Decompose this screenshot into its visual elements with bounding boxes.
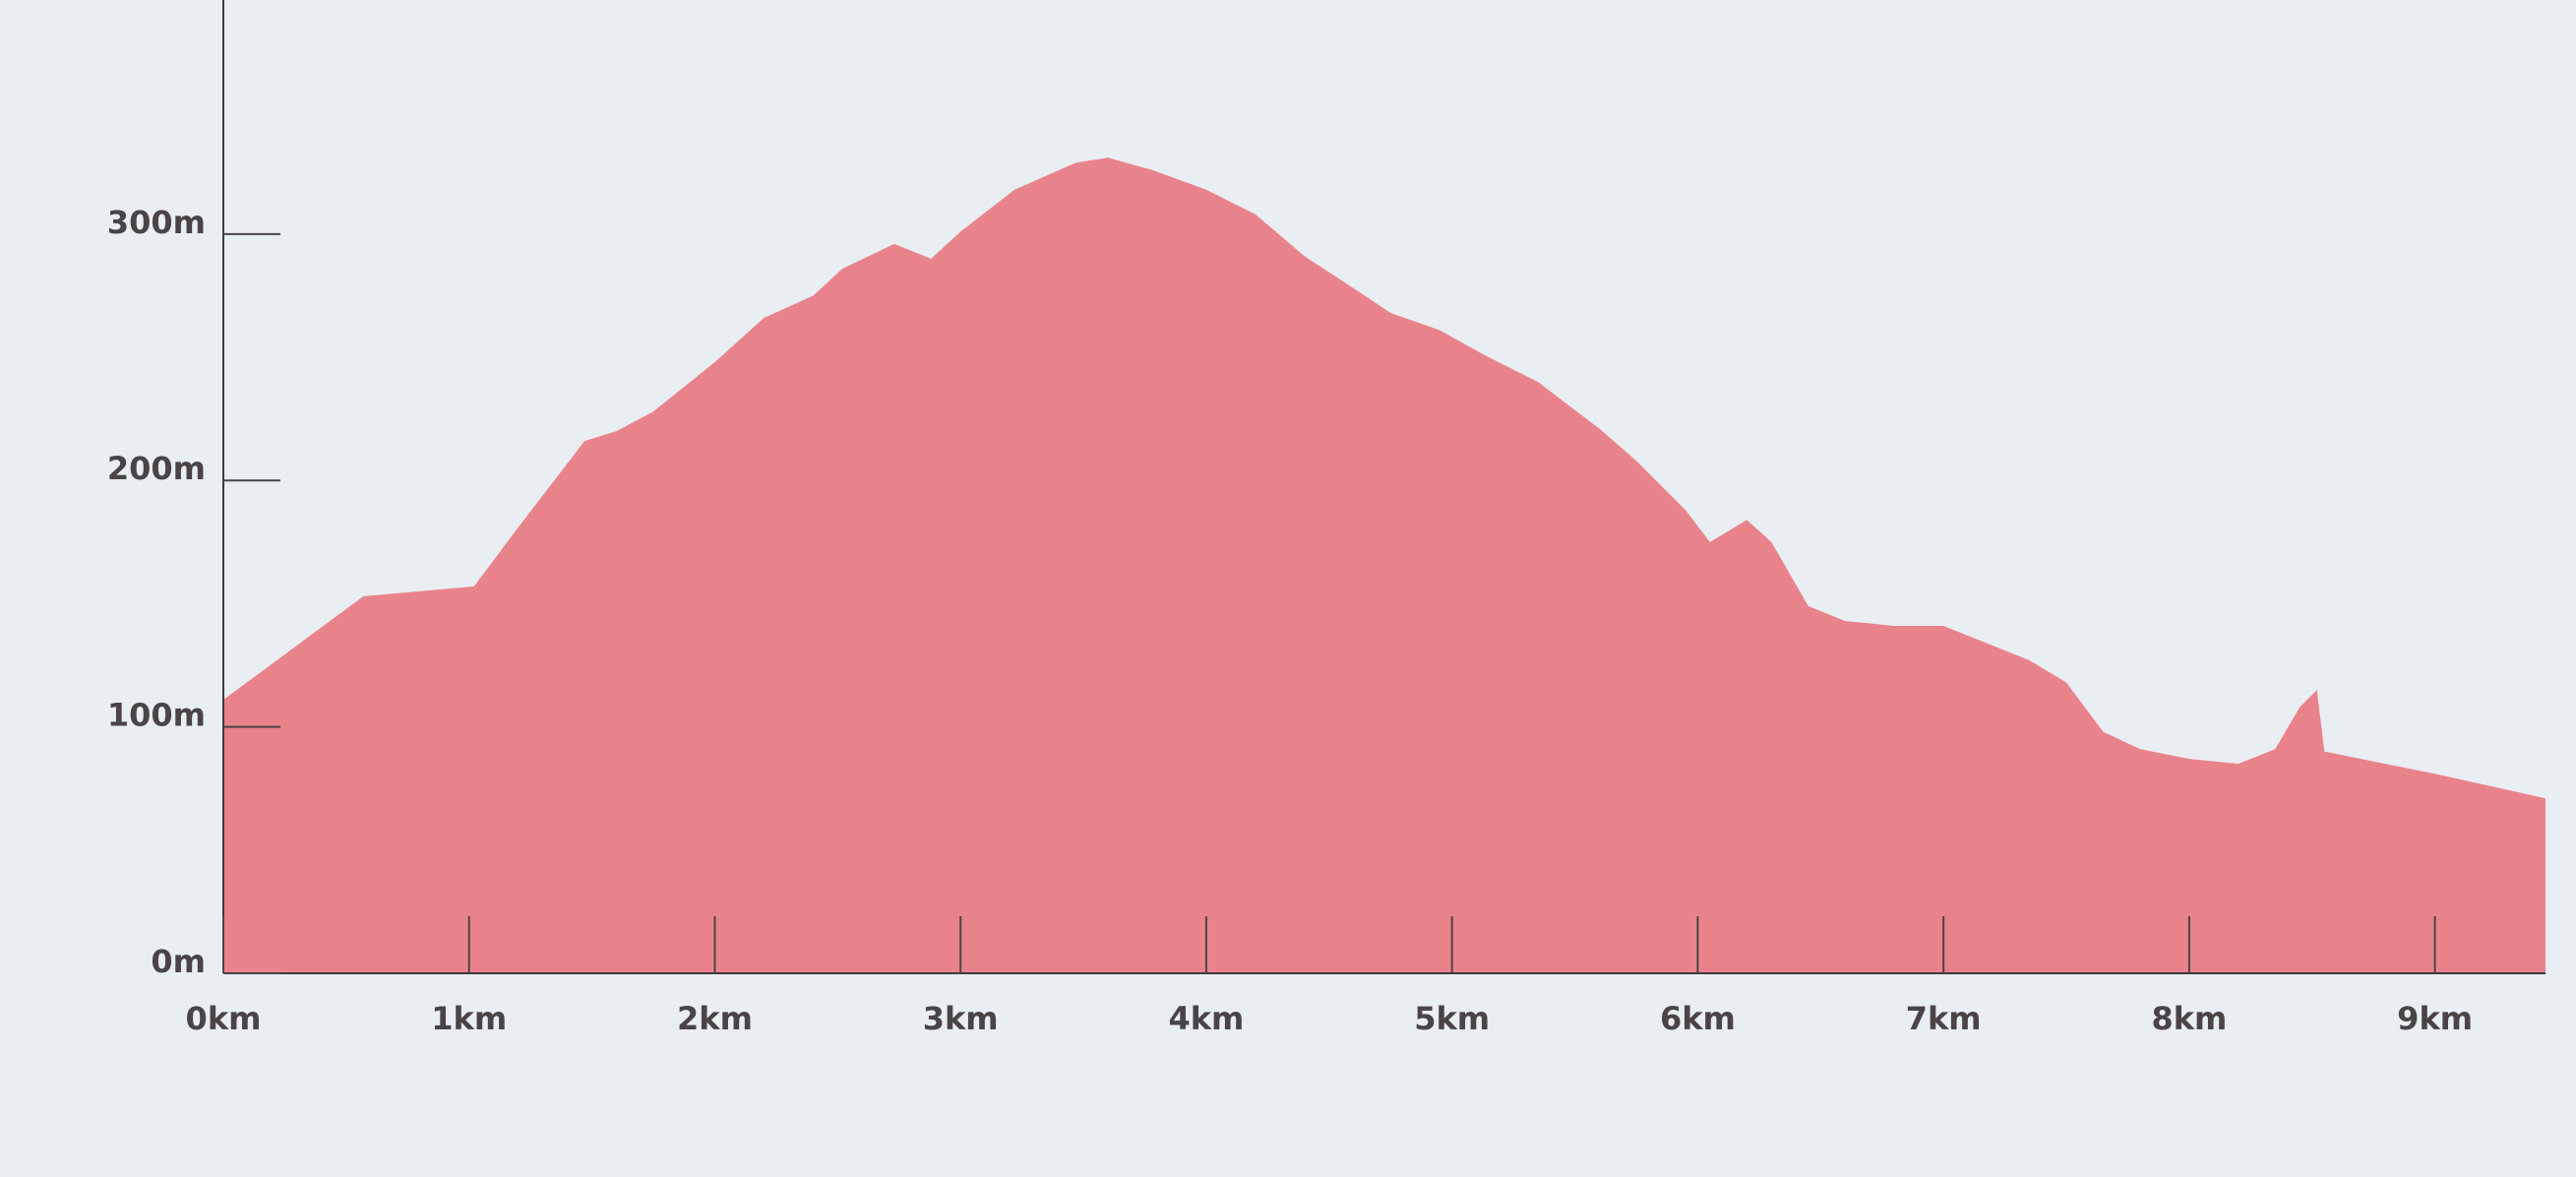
y-tick-label: 200m [107,450,206,487]
x-tick-label: 3km [923,1000,999,1037]
x-tick-label: 7km [1906,1000,1982,1037]
y-tick-label: 300m [107,204,206,241]
x-tick-label: 5km [1414,1000,1490,1037]
x-tick-label: 2km [677,1000,753,1037]
y-tick-label: 0m [151,943,206,980]
x-tick-label: 0km [186,1000,262,1037]
x-tick-label: 4km [1168,1000,1244,1037]
elevation-area [223,157,2545,973]
x-tick-label: 9km [2397,1000,2473,1037]
x-tick-label: 6km [1660,1000,1736,1037]
x-tick-label: 1km [431,1000,507,1037]
y-tick-label: 100m [107,697,206,734]
x-tick-label: 8km [2151,1000,2227,1037]
